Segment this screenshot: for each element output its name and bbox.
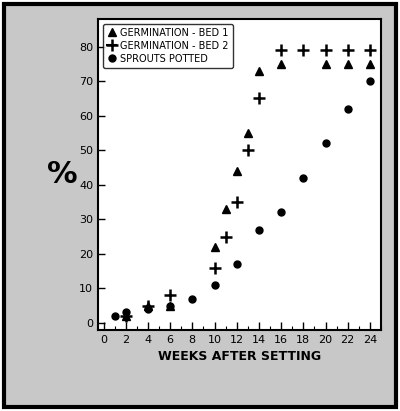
GERMINATION - BED 1 bbox=[279, 62, 284, 67]
GERMINATION - BED 1 bbox=[123, 314, 128, 319]
GERMINATION - BED 2 bbox=[301, 48, 306, 53]
Legend: GERMINATION - BED 1, GERMINATION - BED 2, SPROUTS POTTED: GERMINATION - BED 1, GERMINATION - BED 2… bbox=[103, 24, 233, 67]
X-axis label: WEEKS AFTER SETTING: WEEKS AFTER SETTING bbox=[158, 350, 321, 363]
GERMINATION - BED 2 bbox=[246, 148, 250, 153]
SPROUTS POTTED bbox=[368, 79, 372, 84]
GERMINATION - BED 2 bbox=[212, 265, 217, 270]
GERMINATION - BED 1 bbox=[168, 303, 172, 308]
Line: GERMINATION - BED 2: GERMINATION - BED 2 bbox=[120, 45, 376, 321]
GERMINATION - BED 2 bbox=[168, 293, 172, 298]
SPROUTS POTTED bbox=[212, 282, 217, 287]
SPROUTS POTTED bbox=[123, 310, 128, 315]
SPROUTS POTTED bbox=[168, 303, 172, 308]
GERMINATION - BED 2 bbox=[223, 234, 228, 239]
GERMINATION - BED 1 bbox=[234, 169, 239, 173]
GERMINATION - BED 2 bbox=[279, 48, 284, 53]
GERMINATION - BED 1 bbox=[368, 62, 372, 67]
GERMINATION - BED 1 bbox=[146, 303, 150, 308]
GERMINATION - BED 2 bbox=[323, 48, 328, 53]
SPROUTS POTTED bbox=[345, 106, 350, 111]
SPROUTS POTTED bbox=[301, 175, 306, 180]
GERMINATION - BED 2 bbox=[345, 48, 350, 53]
GERMINATION - BED 1 bbox=[223, 206, 228, 211]
Line: SPROUTS POTTED: SPROUTS POTTED bbox=[111, 78, 373, 319]
GERMINATION - BED 2 bbox=[368, 48, 372, 53]
SPROUTS POTTED bbox=[190, 296, 195, 301]
GERMINATION - BED 2 bbox=[123, 314, 128, 319]
GERMINATION - BED 2 bbox=[146, 303, 150, 308]
SPROUTS POTTED bbox=[279, 210, 284, 215]
SPROUTS POTTED bbox=[234, 262, 239, 267]
GERMINATION - BED 1 bbox=[212, 245, 217, 249]
SPROUTS POTTED bbox=[256, 227, 261, 232]
GERMINATION - BED 1 bbox=[345, 62, 350, 67]
GERMINATION - BED 2 bbox=[234, 200, 239, 205]
GERMINATION - BED 1 bbox=[323, 62, 328, 67]
SPROUTS POTTED bbox=[323, 141, 328, 146]
Y-axis label: %: % bbox=[47, 160, 78, 189]
GERMINATION - BED 2 bbox=[256, 96, 261, 101]
GERMINATION - BED 1 bbox=[256, 68, 261, 73]
SPROUTS POTTED bbox=[146, 307, 150, 312]
SPROUTS POTTED bbox=[112, 314, 117, 319]
Line: GERMINATION - BED 1: GERMINATION - BED 1 bbox=[122, 60, 374, 320]
GERMINATION - BED 1 bbox=[246, 131, 250, 136]
